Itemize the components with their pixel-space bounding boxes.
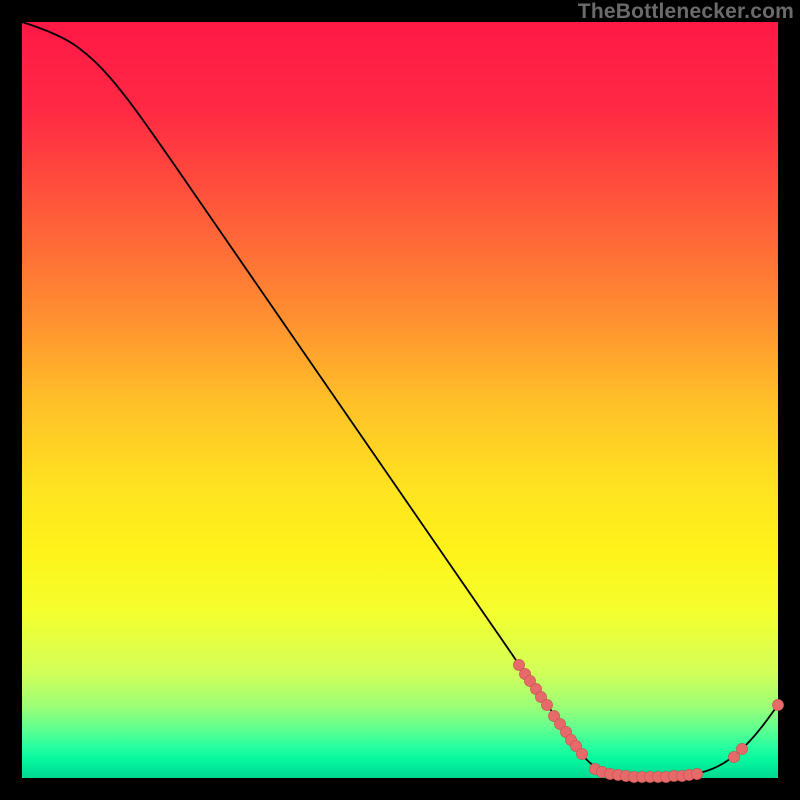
curve-marker bbox=[736, 743, 747, 754]
chart-stage: TheBottlenecker.com bbox=[0, 0, 800, 800]
curve-marker bbox=[576, 748, 587, 759]
curve-marker bbox=[541, 699, 552, 710]
bottleneck-chart-svg bbox=[0, 0, 800, 800]
curve-marker bbox=[772, 699, 783, 710]
gradient-plot-area bbox=[22, 22, 778, 778]
curve-marker bbox=[691, 768, 702, 779]
watermark-text: TheBottlenecker.com bbox=[578, 0, 794, 24]
